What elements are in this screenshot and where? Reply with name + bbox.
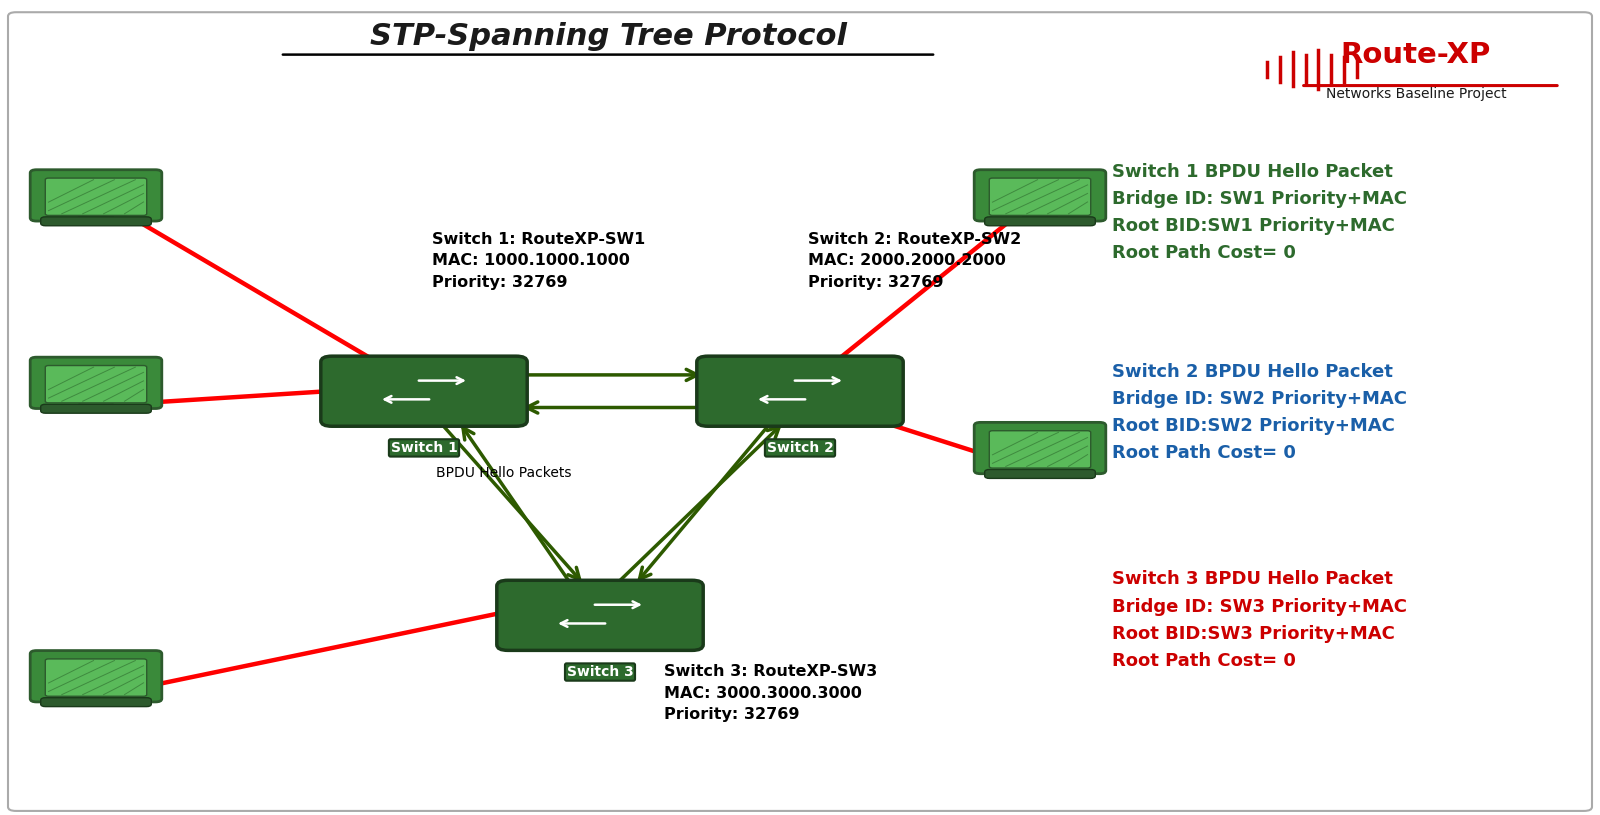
Text: Switch 1: RouteXP-SW1
MAC: 1000.1000.1000
Priority: 32769: Switch 1: RouteXP-SW1 MAC: 1000.1000.100… bbox=[432, 231, 645, 290]
FancyBboxPatch shape bbox=[984, 469, 1096, 478]
Text: Switch 3: Switch 3 bbox=[566, 665, 634, 679]
FancyBboxPatch shape bbox=[45, 365, 147, 403]
Text: Switch 2: Switch 2 bbox=[766, 441, 834, 455]
FancyBboxPatch shape bbox=[984, 217, 1096, 226]
Text: Switch 1: Switch 1 bbox=[390, 441, 458, 455]
FancyBboxPatch shape bbox=[30, 170, 162, 221]
FancyBboxPatch shape bbox=[40, 404, 152, 413]
FancyBboxPatch shape bbox=[40, 217, 152, 226]
Text: Route-XP: Route-XP bbox=[1341, 41, 1491, 68]
Text: Switch 2: RouteXP-SW2
MAC: 2000.2000.2000
Priority: 32769: Switch 2: RouteXP-SW2 MAC: 2000.2000.200… bbox=[808, 231, 1021, 290]
FancyBboxPatch shape bbox=[45, 659, 147, 696]
FancyBboxPatch shape bbox=[45, 178, 147, 215]
Text: BPDU Hello Packets: BPDU Hello Packets bbox=[437, 465, 571, 480]
FancyBboxPatch shape bbox=[40, 698, 152, 707]
FancyBboxPatch shape bbox=[496, 580, 704, 650]
FancyBboxPatch shape bbox=[30, 650, 162, 702]
Text: Networks Baseline Project: Networks Baseline Project bbox=[1326, 86, 1506, 101]
Text: Switch 2 BPDU Hello Packet
Bridge ID: SW2 Priority+MAC
Root BID:SW2 Priority+MAC: Switch 2 BPDU Hello Packet Bridge ID: SW… bbox=[1112, 363, 1406, 462]
Text: Switch 1 BPDU Hello Packet
Bridge ID: SW1 Priority+MAC
Root BID:SW1 Priority+MAC: Switch 1 BPDU Hello Packet Bridge ID: SW… bbox=[1112, 163, 1406, 262]
Text: Switch 3 BPDU Hello Packet
Bridge ID: SW3 Priority+MAC
Root BID:SW3 Priority+MAC: Switch 3 BPDU Hello Packet Bridge ID: SW… bbox=[1112, 570, 1406, 670]
FancyBboxPatch shape bbox=[320, 356, 528, 426]
Text: Switch 3: RouteXP-SW3
MAC: 3000.3000.3000
Priority: 32769: Switch 3: RouteXP-SW3 MAC: 3000.3000.300… bbox=[664, 664, 877, 722]
FancyBboxPatch shape bbox=[698, 356, 902, 426]
FancyBboxPatch shape bbox=[30, 357, 162, 408]
FancyBboxPatch shape bbox=[989, 178, 1091, 215]
FancyBboxPatch shape bbox=[974, 170, 1106, 221]
FancyBboxPatch shape bbox=[989, 431, 1091, 468]
FancyBboxPatch shape bbox=[974, 422, 1106, 474]
Text: STP-Spanning Tree Protocol: STP-Spanning Tree Protocol bbox=[370, 22, 846, 51]
